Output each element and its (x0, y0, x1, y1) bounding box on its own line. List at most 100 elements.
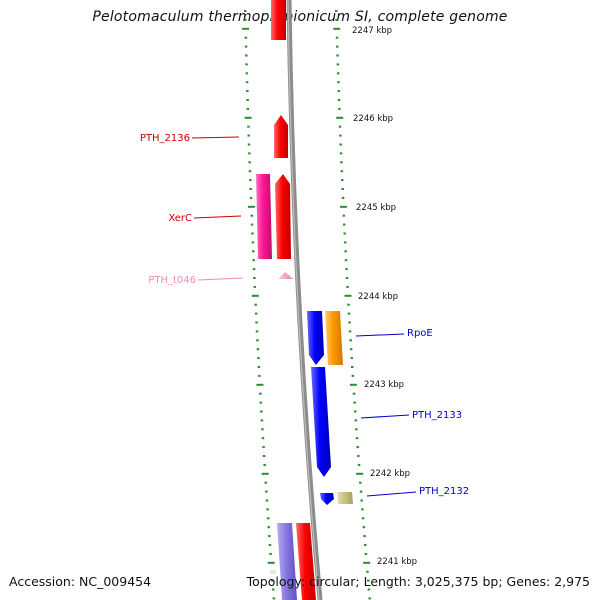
left-tick-mark (255, 330, 259, 333)
left-tick-mark (247, 205, 255, 208)
left-tick-mark (272, 597, 276, 600)
label-PTH_t046[interactable]: PTH_t046 (148, 275, 196, 286)
right-tick-mark (335, 18, 338, 21)
right-tick-mark (339, 205, 347, 208)
leader-PTH_2132 (366, 491, 417, 497)
label-RpoE[interactable]: RpoE (407, 328, 433, 339)
right-tick-mark (342, 214, 346, 217)
kbp-label-2242: 2242 kbp (370, 469, 410, 479)
right-tick-mark (341, 179, 344, 182)
left-tick-mark (271, 579, 274, 582)
right-tick-mark (339, 134, 342, 137)
left-tick-mark (266, 517, 270, 520)
right-tick-mark (349, 348, 353, 351)
left-tick-mark (249, 188, 252, 190)
gene-PTH_2132[interactable] (337, 492, 353, 504)
gene-PTH_t046[interactable] (278, 272, 293, 279)
left-tick-mark (253, 285, 257, 288)
label-XerC[interactable]: XerC (168, 213, 192, 224)
leader-PTH_2136 (191, 136, 240, 139)
left-tick-mark (261, 437, 265, 440)
left-tick-mark (248, 161, 251, 164)
right-tick-mark (367, 579, 370, 582)
left-tick-mark (248, 170, 252, 173)
left-tick-mark (259, 401, 263, 404)
left-tick-mark (252, 268, 256, 271)
gene-PTH_2132-blue[interactable] (320, 493, 334, 505)
left-tick-mark (246, 90, 249, 93)
right-tick-mark (368, 597, 371, 600)
left-tick-mark (253, 277, 256, 279)
gene-red-top[interactable] (271, 0, 286, 40)
gene-PTH_2133[interactable] (311, 367, 331, 477)
genome-backbone-highlight (287, 0, 320, 600)
gene-RpoE[interactable] (325, 311, 343, 365)
left-tick-mark (252, 250, 255, 253)
label-PTH_2133[interactable]: PTH_2133 (412, 410, 462, 421)
right-tick-mark (335, 10, 338, 12)
left-tick-marks (242, 10, 276, 600)
left-tick-mark (247, 125, 250, 128)
accession-text: Accession: NC_009454 (9, 574, 152, 589)
left-tick-mark (257, 366, 261, 368)
label-PTH_2132[interactable]: PTH_2132 (419, 486, 469, 497)
gene-XerC-magenta[interactable] (256, 174, 272, 259)
right-tick-mark (337, 90, 340, 93)
left-tick-mark (263, 463, 266, 466)
left-tick-mark (250, 223, 254, 226)
left-tick-mark (271, 588, 275, 591)
left-tick-mark (264, 481, 267, 484)
right-tick-mark (349, 383, 357, 386)
right-tick-mark (340, 161, 343, 164)
left-tick-mark (262, 446, 265, 449)
gene-red-bottom[interactable] (296, 523, 316, 600)
right-tick-mark (361, 517, 365, 520)
gene-XerC[interactable] (275, 174, 291, 259)
left-tick-mark (256, 348, 260, 351)
left-tick-mark (262, 455, 266, 457)
right-tick-mark (344, 294, 352, 297)
right-tick-mark (356, 446, 359, 449)
left-tick-mark (247, 134, 250, 137)
right-tick-mark (350, 357, 353, 360)
right-tick-mark (363, 561, 371, 564)
right-tick-mark (359, 490, 363, 493)
left-tick-mark (244, 36, 248, 39)
right-tick-mark (346, 285, 349, 288)
right-tick-mark (345, 277, 349, 279)
gene-lavender-bottom[interactable] (277, 523, 297, 600)
right-tick-mark (355, 428, 358, 431)
kbp-label-2243: 2243 kbp (364, 380, 404, 390)
right-tick-mark (341, 188, 344, 190)
right-tick-mark (336, 72, 340, 75)
left-tick-mark (245, 63, 248, 66)
left-tick-mark (249, 179, 252, 182)
right-tick-mark (339, 152, 343, 155)
gene-edge-white (270, 570, 276, 574)
left-tick-mark (247, 143, 251, 146)
right-tick-mark (339, 143, 342, 146)
left-tick-mark (245, 81, 249, 84)
right-tick-mark (351, 366, 354, 368)
right-tick-mark (357, 463, 361, 466)
right-tick-marks (333, 10, 371, 600)
left-tick-mark (242, 27, 250, 30)
label-PTH_2136[interactable]: PTH_2136 (140, 133, 190, 144)
left-tick-mark (251, 241, 255, 244)
right-tick-mark (343, 223, 346, 226)
right-tick-mark (359, 481, 362, 484)
left-tick-mark (249, 196, 253, 199)
kbp-label-2244: 2244 kbp (358, 292, 398, 302)
right-tick-mark (351, 374, 355, 377)
left-tick-mark (269, 552, 272, 555)
kbp-label-2246: 2246 kbp (353, 114, 393, 124)
left-tick-mark (261, 472, 269, 475)
right-tick-mark (366, 570, 369, 573)
left-tick-mark (267, 561, 275, 564)
gene-PTH_2136[interactable] (274, 115, 288, 158)
right-tick-mark (361, 508, 364, 511)
gene-blue-1[interactable] (307, 311, 324, 365)
left-tick-mark (250, 214, 253, 217)
